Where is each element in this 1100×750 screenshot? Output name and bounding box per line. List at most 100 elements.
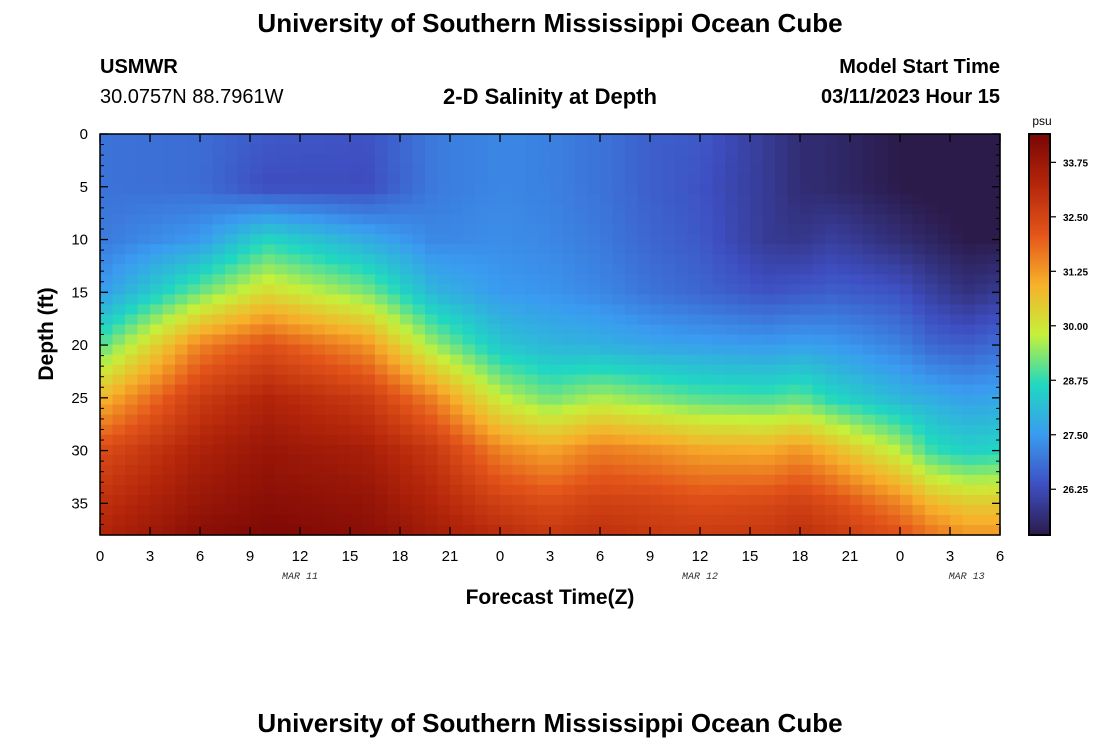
heatmap-cell [150, 304, 164, 316]
heatmap-cell [225, 304, 239, 316]
heatmap-cell [812, 194, 826, 205]
heatmap-cell [787, 454, 801, 466]
heatmap-cell [337, 164, 351, 175]
heatmap-cell [575, 314, 589, 326]
heatmap-cell [112, 314, 126, 326]
heatmap-cell [312, 144, 326, 155]
heatmap-cell [812, 184, 826, 195]
heatmap-cell [162, 414, 176, 426]
heatmap-cell [712, 364, 726, 376]
heatmap-cell [200, 364, 214, 376]
heatmap-cell [112, 264, 126, 275]
heatmap-cell [825, 184, 839, 195]
heatmap-cell [325, 154, 339, 165]
heatmap-cell [650, 184, 664, 195]
heatmap-cell [287, 474, 301, 486]
heatmap-cell [500, 254, 514, 265]
heatmap-cell [362, 154, 376, 165]
heatmap-cell [275, 504, 289, 516]
heatmap-cell [412, 344, 426, 356]
heatmap-cell [550, 274, 564, 285]
heatmap-cell [912, 314, 926, 326]
heatmap-cell [450, 384, 464, 396]
heatmap-cell [500, 214, 514, 225]
heatmap-cell [850, 324, 864, 336]
heatmap-cell [325, 224, 339, 235]
heatmap-cell [125, 134, 139, 145]
heatmap-cell [250, 504, 264, 516]
heatmap-cell [100, 254, 114, 265]
heatmap-cell [737, 514, 751, 526]
heatmap-cell [812, 304, 826, 316]
heatmap-cell [375, 184, 389, 195]
heatmap-cell [725, 324, 739, 336]
heatmap-cell [400, 374, 414, 386]
heatmap-cell [612, 284, 626, 295]
heatmap-cell [762, 204, 776, 215]
heatmap-cell [750, 284, 764, 295]
heatmap-cell [600, 414, 614, 426]
heatmap-cell [175, 404, 189, 416]
heatmap-cell [600, 234, 614, 245]
heatmap-cell [125, 484, 139, 496]
heatmap-cell [575, 464, 589, 476]
heatmap-cell [400, 484, 414, 496]
heatmap-cell [912, 154, 926, 165]
heatmap-cell [287, 304, 301, 316]
heatmap-cell [787, 324, 801, 336]
heatmap-cell [875, 494, 889, 506]
heatmap-cell [525, 184, 539, 195]
heatmap-cell [887, 464, 901, 476]
heatmap-cell [875, 354, 889, 366]
heatmap-cell [487, 374, 501, 386]
heatmap-cell [712, 264, 726, 275]
heatmap-cell [175, 494, 189, 506]
heatmap-cell [550, 374, 564, 386]
heatmap-cell [500, 234, 514, 245]
heatmap-cell [387, 514, 401, 526]
heatmap-cell [625, 264, 639, 275]
heatmap-cell [112, 204, 126, 215]
heatmap-cell [787, 214, 801, 225]
heatmap-cell [687, 164, 701, 175]
heatmap-cell [425, 334, 439, 346]
heatmap-cell [437, 394, 451, 406]
heatmap-cell [537, 434, 551, 446]
x-tick-label: 3 [546, 548, 554, 565]
heatmap-cell [362, 484, 376, 496]
heatmap-cell [425, 364, 439, 376]
heatmap-cell [587, 354, 601, 366]
heatmap-cell [212, 484, 226, 496]
heatmap-cell [212, 254, 226, 265]
heatmap-cell [725, 254, 739, 265]
heatmap-cell [775, 424, 789, 436]
heatmap-cell [650, 514, 664, 526]
heatmap-cell [812, 524, 826, 536]
heatmap-cell [537, 234, 551, 245]
heatmap-cell [312, 204, 326, 215]
heatmap-cell [700, 514, 714, 526]
heatmap-cell [100, 404, 114, 416]
heatmap-cell [137, 224, 151, 235]
heatmap-cell [712, 154, 726, 165]
heatmap-cell [462, 424, 476, 436]
heatmap-cell [525, 244, 539, 255]
heatmap-cell [900, 144, 914, 155]
heatmap-cell [312, 464, 326, 476]
heatmap-cell [100, 154, 114, 165]
heatmap-cell [950, 244, 964, 255]
heatmap-cell [600, 454, 614, 466]
x-tick-label: 21 [442, 548, 459, 565]
heatmap-cell [412, 314, 426, 326]
heatmap-cell [612, 164, 626, 175]
heatmap-cell [462, 414, 476, 426]
heatmap-cell [737, 484, 751, 496]
heatmap-cell [725, 314, 739, 326]
heatmap-cell [162, 444, 176, 456]
heatmap-cell [375, 294, 389, 306]
heatmap-cell [250, 304, 264, 316]
heatmap-cell [162, 404, 176, 416]
heatmap-cell [462, 224, 476, 235]
heatmap-cell [300, 384, 314, 396]
heatmap-cell [812, 204, 826, 215]
